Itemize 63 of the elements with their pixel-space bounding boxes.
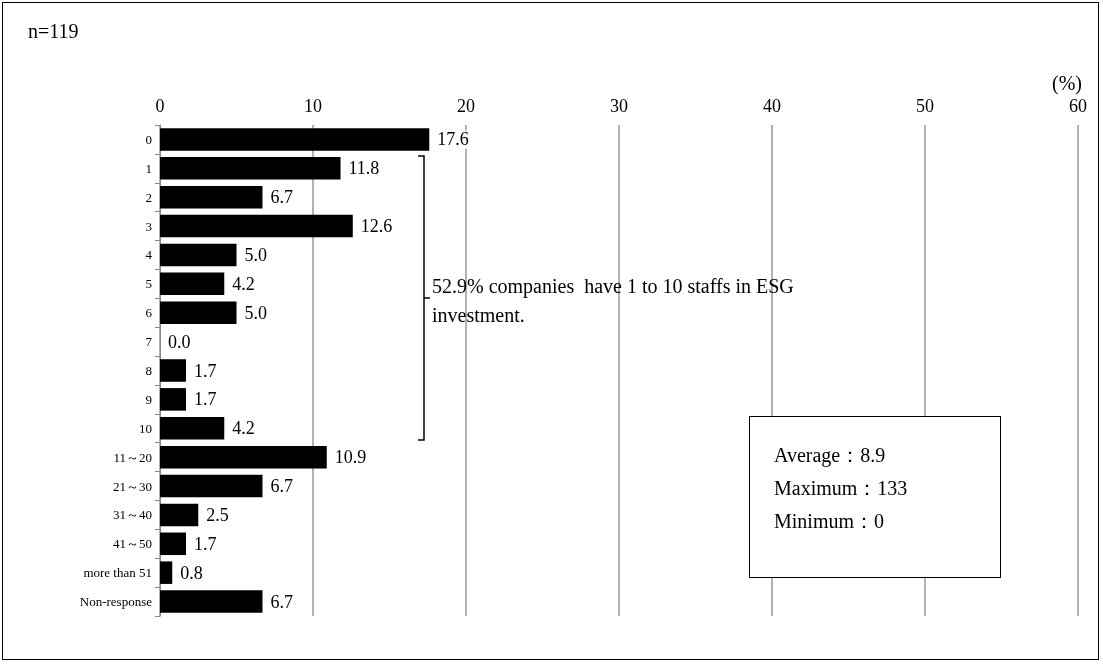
bar [160,272,225,296]
data-label: 6.7 [270,476,294,497]
y-tick-label: 4 [145,247,153,263]
bar [160,445,327,469]
data-label: 6.7 [270,591,294,612]
data-label: 17.6 [437,129,469,150]
data-label: 1.7 [194,533,217,554]
bar [160,185,263,209]
bar [160,532,187,556]
annotation: Maximum：133 [774,476,909,501]
data-label: 12.6 [360,216,393,237]
annotation: Average：8.9 [774,443,887,469]
data-label: 0.0 [168,331,191,352]
data-label: 4.2 [232,273,255,294]
x-axis-title: (%) [1052,72,1082,95]
y-tick-label: 31～40 [113,507,152,523]
x-tick-label: 30 [610,96,628,116]
data-label: 0.8 [180,562,203,583]
y-tick-label: 8 [145,363,152,378]
y-tick-label: more than 51 [83,565,152,581]
y-tick-label: 9 [145,391,152,407]
y-tick-label: 6 [145,305,153,321]
bar [160,243,237,267]
bar [160,417,225,440]
x-tick-label: 10 [304,96,322,116]
data-label: 2.5 [206,504,229,525]
data-label: 1.7 [194,360,217,381]
bar [160,301,237,324]
bar [160,561,173,584]
bar [160,157,341,180]
data-label: 1.7 [194,389,217,410]
data-label: 4.2 [232,418,255,439]
y-tick-label: 21～30 [113,478,152,494]
text: n=119 [28,20,79,43]
text-box: Average：8.9 Maximum：133 Minimum：0 [749,416,1001,578]
y-tick-label: 0 [145,131,152,147]
annotation: 52.9% companies have 1 to 10 staffs in ESG investment. [432,274,795,329]
data-label: 10.9 [334,447,367,468]
data-label: 5.0 [244,302,267,323]
bar [160,359,187,382]
y-tick-label: 5 [145,276,152,292]
y-tick-label: 1 [145,160,152,176]
y-tick-label: 7 [145,334,153,350]
bar [160,503,199,527]
y-tick-label: 2 [145,189,152,205]
x-tick-label: 50 [916,96,934,116]
bar [160,474,263,498]
y-tick-label: 10 [139,420,152,436]
y-tick-label: 11～20 [113,449,152,465]
y-tick-label: 41～50 [113,536,152,552]
bar [160,214,353,238]
x-tick-label: 40 [763,96,781,116]
y-tick-label: 3 [145,218,152,234]
annotation: Minimum：0 [774,509,885,534]
y-tick-label: Non-response [79,594,153,610]
data-label: 5.0 [244,244,267,265]
bar [160,388,187,411]
data-label: 11.8 [348,158,380,179]
x-tick-label: 60 [1069,96,1087,116]
bar [160,128,430,151]
x-tick-label: 20 [457,96,475,116]
data-label: 6.7 [270,187,294,208]
bar [160,590,263,613]
